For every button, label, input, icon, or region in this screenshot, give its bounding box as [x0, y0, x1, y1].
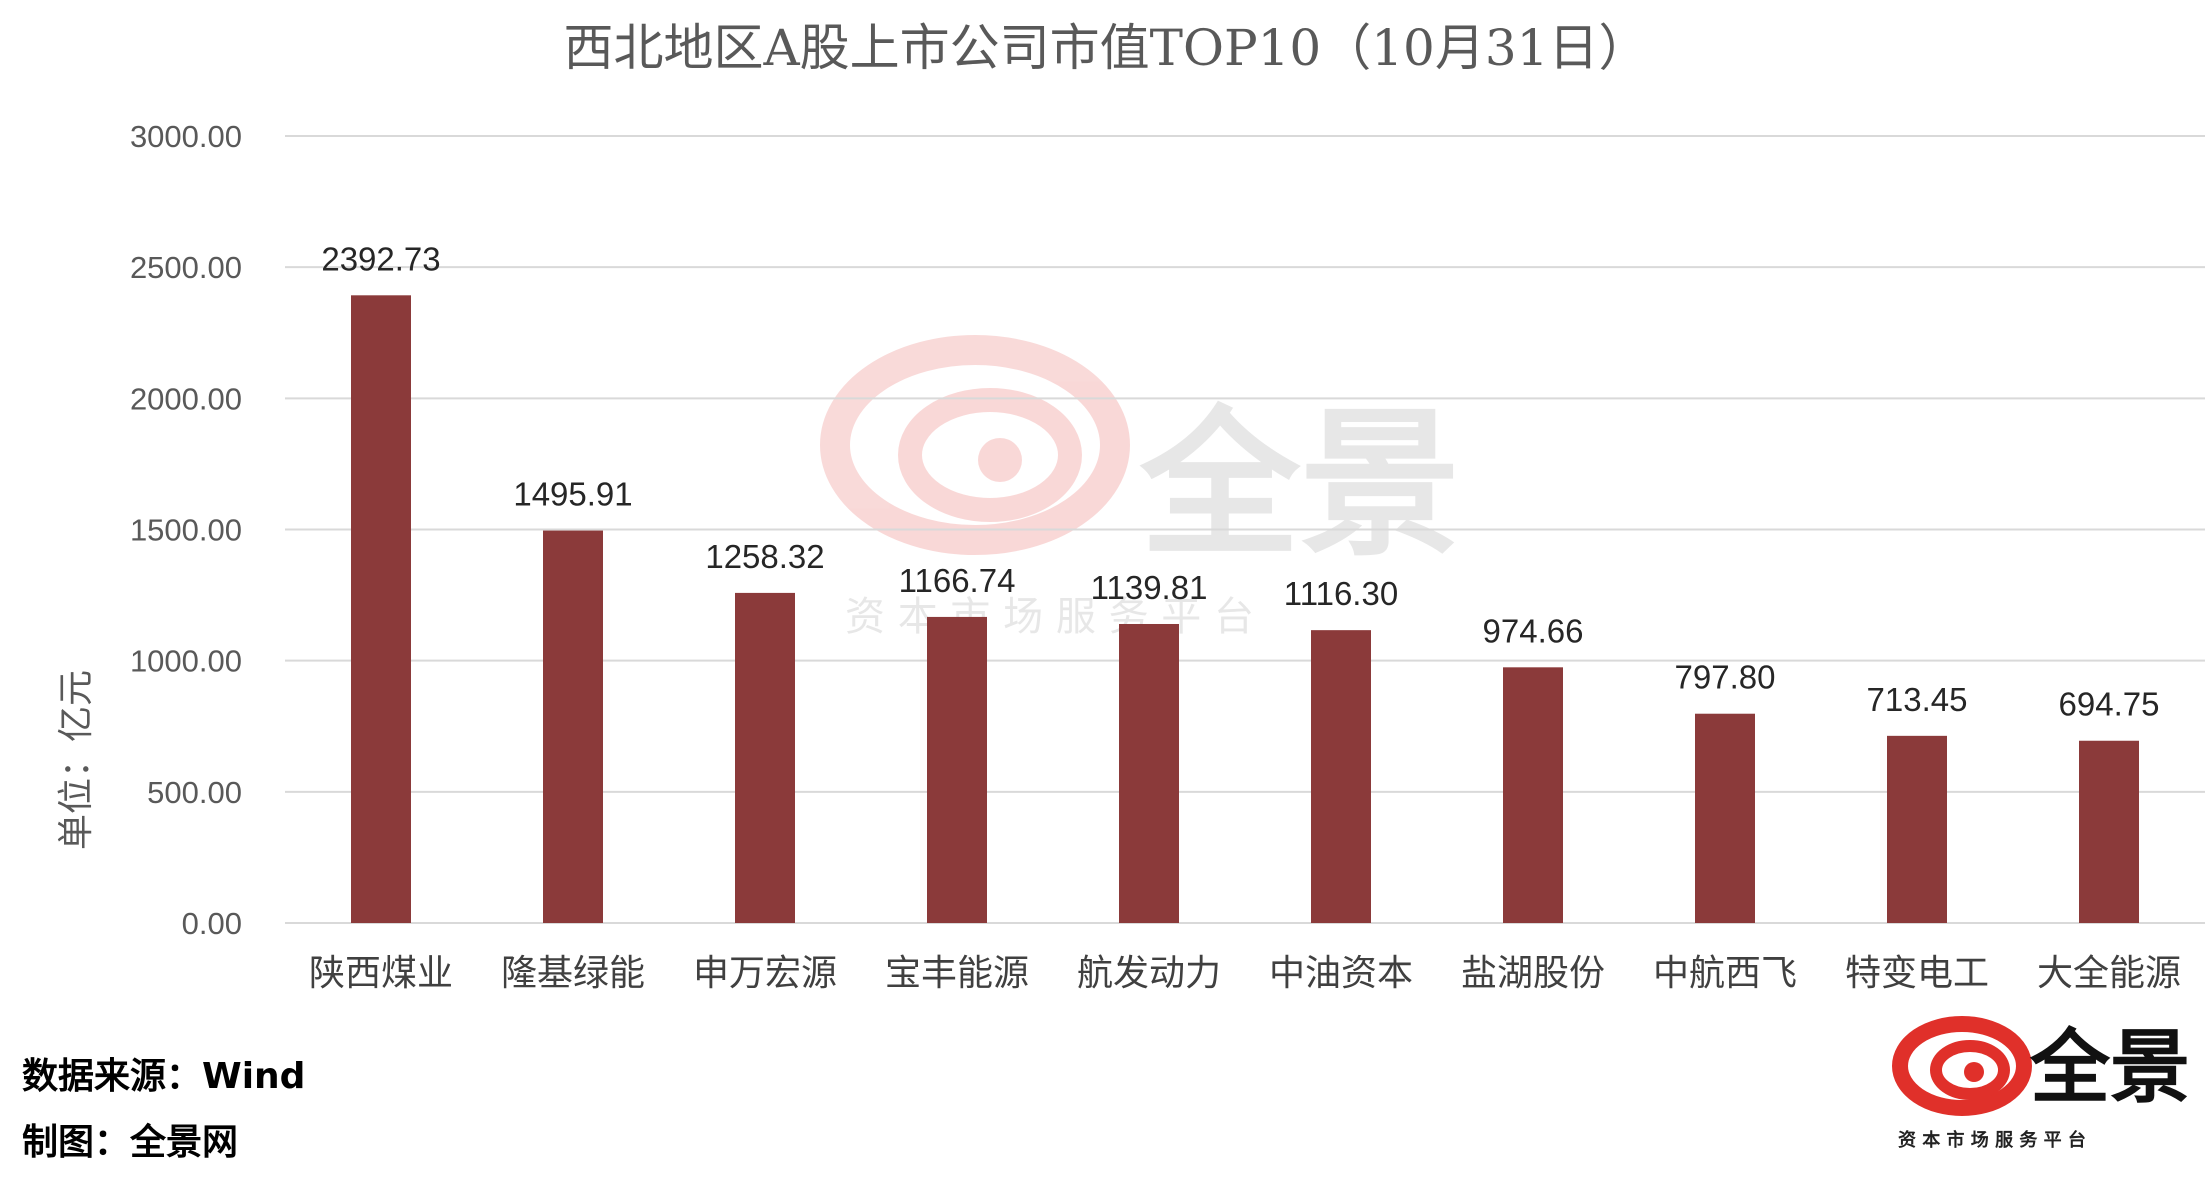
data-label: 1139.81 [1091, 569, 1208, 606]
quanjing-swirl-icon [1892, 1016, 2032, 1116]
logo-slogan: 资 本 市 场 服 务 平 台 [1898, 1129, 2086, 1151]
bar [2079, 740, 2139, 923]
bar [735, 592, 795, 923]
x-category-label: 申万宏源 [693, 953, 837, 994]
grid-lines [285, 135, 2205, 924]
y-tick-label: 1500.00 [130, 513, 242, 548]
data-label: 2392.73 [321, 240, 440, 277]
y-tick-label: 3000.00 [130, 119, 242, 154]
data-label: 1495.91 [513, 476, 632, 513]
bar [1503, 667, 1563, 923]
bar [927, 616, 987, 923]
data-labels: 2392.73 1495.91 1258.32 1166.74 1139.81 1116.… [321, 240, 2159, 722]
y-tick-label: 0.00 [182, 906, 242, 941]
y-axis-label: 单位：亿元 [56, 670, 97, 850]
watermark-name: 全景 [1139, 391, 1460, 578]
bar [1311, 630, 1371, 923]
watermark-swirl-icon [820, 335, 1130, 555]
bar [543, 530, 603, 923]
x-category-label: 中航西飞 [1653, 953, 1797, 994]
bar [1887, 735, 1947, 923]
x-axis-categories: 陕西煤业 隆基绿能 申万宏源 宝丰能源 航发动力 中油资本 盐湖股份 中航西飞 特变电工 大全能源 [309, 953, 2181, 994]
data-label: 974.66 [1483, 612, 1584, 649]
watermark: 全景 资 本 市 场 服 务 平 台 [820, 335, 1460, 640]
data-label: 694.75 [2059, 686, 2160, 723]
bar [351, 295, 411, 924]
data-label: 1116.30 [1284, 575, 1398, 612]
source-note: 数据来源：Wind [22, 1056, 305, 1097]
data-label: 713.45 [1867, 681, 1968, 718]
brand-logo: 全景 资 本 市 场 服 务 平 台 [1892, 1016, 2190, 1151]
x-category-label: 中油资本 [1269, 953, 1413, 994]
logo-name: 全景 [2029, 1021, 2190, 1114]
bars [351, 295, 2139, 924]
bar [1695, 713, 1755, 923]
y-tick-label: 2500.00 [130, 250, 242, 285]
maker-note: 制图：全景网 [22, 1121, 238, 1163]
data-label: 1166.74 [899, 562, 1016, 599]
data-label: 1258.32 [705, 538, 824, 575]
data-label: 797.80 [1675, 659, 1776, 696]
y-tick-label: 2000.00 [130, 381, 242, 416]
x-category-label: 航发动力 [1077, 953, 1221, 994]
x-category-label: 隆基绿能 [501, 953, 645, 994]
x-category-label: 大全能源 [2037, 953, 2181, 994]
x-category-label: 宝丰能源 [885, 953, 1029, 994]
x-category-label: 盐湖股份 [1461, 953, 1605, 994]
bar [1119, 623, 1179, 923]
y-tick-label: 1000.00 [130, 644, 242, 679]
watermark-slogan: 资 本 市 场 服 务 平 台 [845, 594, 1254, 640]
x-category-label: 特变电工 [1845, 953, 1989, 994]
y-tick-label: 500.00 [147, 775, 242, 810]
x-category-label: 陕西煤业 [309, 953, 453, 994]
y-axis-ticks: 0.00 500.00 1000.00 1500.00 2000.00 2500.00 30… [130, 119, 242, 941]
chart-title: 西北地区A股上市公司市值TOP10（10月31日） [564, 19, 1649, 77]
